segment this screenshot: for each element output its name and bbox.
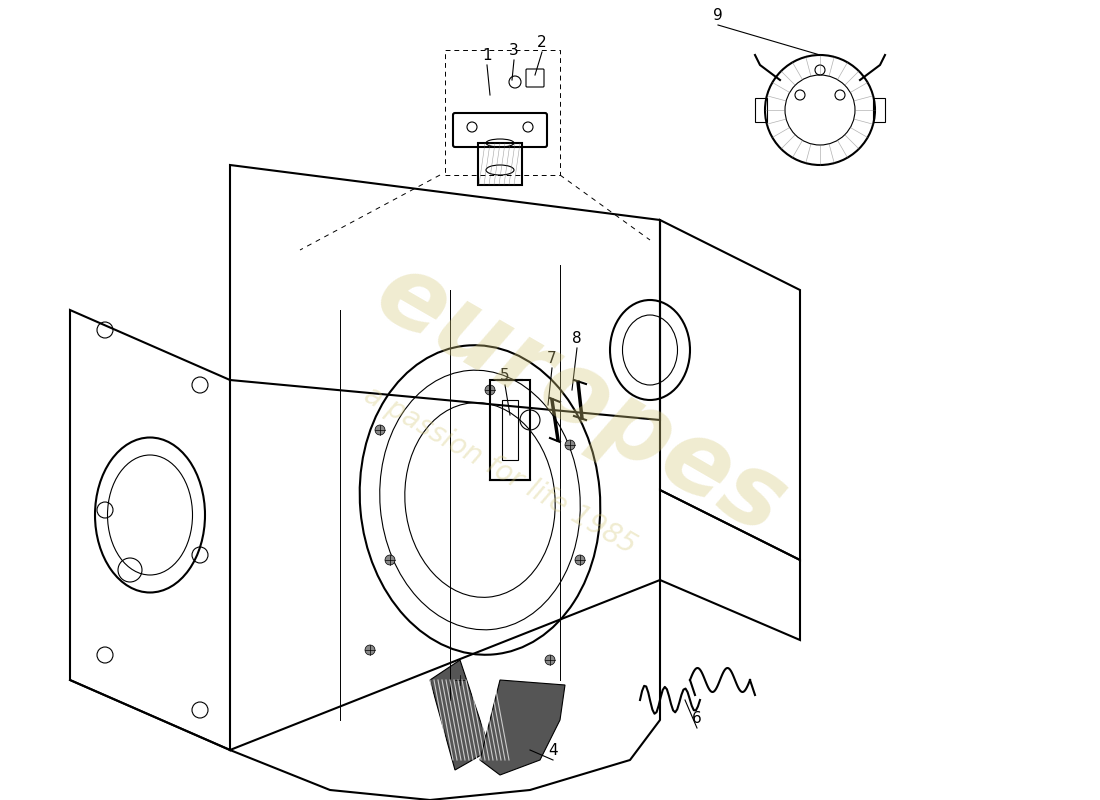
Text: europes: europes [359, 244, 802, 556]
Circle shape [375, 425, 385, 435]
Polygon shape [480, 680, 565, 775]
Text: 6: 6 [692, 711, 702, 726]
Text: 4: 4 [548, 743, 558, 758]
Circle shape [565, 440, 575, 450]
Circle shape [485, 385, 495, 395]
Text: 2: 2 [537, 35, 547, 50]
Text: 9: 9 [713, 8, 723, 23]
Circle shape [365, 645, 375, 655]
Circle shape [544, 655, 556, 665]
Circle shape [575, 555, 585, 565]
Polygon shape [430, 660, 490, 770]
Circle shape [385, 555, 395, 565]
Text: a passion for life 1985: a passion for life 1985 [359, 381, 641, 559]
Text: 7: 7 [547, 351, 557, 366]
Text: 1: 1 [482, 48, 492, 63]
Circle shape [455, 675, 465, 685]
Text: 8: 8 [572, 331, 582, 346]
Text: 3: 3 [509, 43, 519, 58]
Text: 5: 5 [500, 368, 509, 383]
